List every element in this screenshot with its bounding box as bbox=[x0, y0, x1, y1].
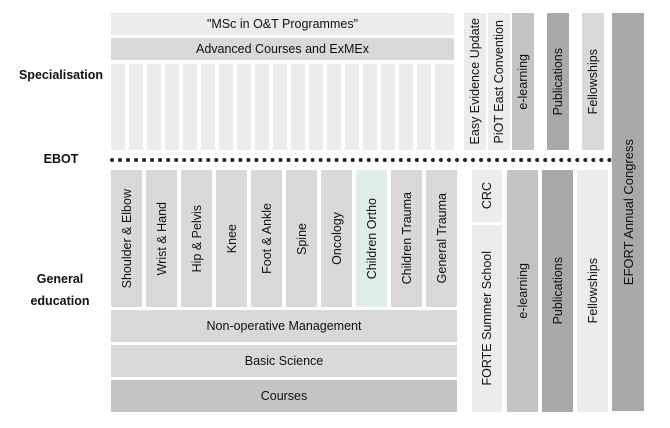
easy-evidence-box: Easy Evidence Update bbox=[464, 13, 486, 150]
specialisation-slot bbox=[183, 64, 197, 150]
top-elearning-box: e-learning bbox=[512, 13, 534, 150]
specialty-general-trauma: General Trauma bbox=[426, 170, 457, 307]
specialty-label: General Trauma bbox=[434, 193, 449, 284]
specialisation-slot bbox=[435, 64, 454, 150]
specialty-foot-ankle: Foot & Ankle bbox=[251, 170, 282, 307]
specialisation-slot bbox=[399, 64, 413, 150]
basic-science-box: Basic Science bbox=[111, 345, 457, 377]
specialty-label: Children Trauma bbox=[399, 192, 414, 285]
annual-congress-box: EFORT Annual Congress bbox=[612, 13, 644, 411]
top-elearning-label: e-learning bbox=[516, 53, 530, 110]
bottom-publications-label: Publications bbox=[550, 257, 565, 325]
bottom-publications-box: Publications bbox=[542, 170, 573, 412]
specialisation-slot bbox=[165, 64, 179, 150]
annual-congress-label: EFORT Annual Congress bbox=[620, 138, 636, 286]
specialty-hip-pelvis: Hip & Pelvis bbox=[181, 170, 212, 307]
specialisation-slot bbox=[219, 64, 233, 150]
specialty-wrist-hand: Wrist & Hand bbox=[146, 170, 177, 307]
specialty-children-trauma: Children Trauma bbox=[391, 170, 422, 307]
specialty-label: Hip & Pelvis bbox=[189, 204, 204, 273]
msc-programmes-box: "MSc in O&T Programmes" bbox=[111, 13, 454, 35]
top-publications-label: Publications bbox=[551, 47, 565, 116]
specialty-children-ortho: Children Ortho bbox=[356, 170, 387, 307]
specialisation-label: Specialisation bbox=[18, 68, 104, 82]
specialty-label: Knee bbox=[224, 223, 239, 254]
specialty-spine: Spine bbox=[286, 170, 317, 307]
piot-box: PiOT East Convention bbox=[488, 13, 510, 150]
specialisation-slot bbox=[237, 64, 251, 150]
specialisation-slot bbox=[255, 64, 269, 150]
bottom-elearning-box: e-learning bbox=[507, 170, 538, 412]
advanced-courses-box: Advanced Courses and ExMEx bbox=[111, 38, 454, 60]
specialty-knee: Knee bbox=[216, 170, 247, 307]
ebot-label: EBOT bbox=[43, 152, 79, 166]
specialisation-slot bbox=[381, 64, 395, 150]
specialisation-slot bbox=[147, 64, 161, 150]
specialisation-slot bbox=[201, 64, 215, 150]
top-fellowships-box: Fellowships bbox=[582, 13, 604, 150]
specialty-label: Wrist & Hand bbox=[154, 201, 169, 276]
specialty-label: Spine bbox=[294, 222, 309, 255]
bottom-fellowships-label: Fellowships bbox=[585, 258, 600, 324]
forte-box: FORTE Summer School bbox=[472, 225, 502, 412]
top-fellowships-label: Fellowships bbox=[586, 48, 600, 115]
bottom-fellowships-box: Fellowships bbox=[577, 170, 608, 412]
specialty-label: Children Ortho bbox=[364, 197, 379, 280]
easy-evidence-label: Easy Evidence Update bbox=[468, 18, 482, 145]
crc-label: CRC bbox=[480, 182, 494, 210]
forte-label: FORTE Summer School bbox=[480, 251, 494, 386]
specialisation-slot bbox=[129, 64, 143, 150]
non-operative-box: Non-operative Management bbox=[111, 310, 457, 342]
ebot-divider bbox=[110, 158, 612, 162]
courses-box: Courses bbox=[111, 380, 457, 412]
specialisation-slot bbox=[327, 64, 341, 150]
specialty-oncology: Oncology bbox=[321, 170, 352, 307]
specialty-label: Shoulder & Elbow bbox=[119, 188, 134, 289]
general-education-label: General education bbox=[30, 272, 90, 308]
specialisation-slot bbox=[273, 64, 287, 150]
specialisation-slot bbox=[417, 64, 431, 150]
specialisation-slot bbox=[363, 64, 377, 150]
piot-label: PiOT East Convention bbox=[492, 19, 506, 144]
specialty-label: Oncology bbox=[329, 212, 344, 265]
specialisation-slot bbox=[291, 64, 305, 150]
top-publications-box: Publications bbox=[547, 13, 569, 150]
specialty-label: Foot & Ankle bbox=[259, 203, 274, 274]
specialisation-slot bbox=[345, 64, 359, 150]
specialisation-slot bbox=[309, 64, 323, 150]
bottom-elearning-label: e-learning bbox=[515, 263, 530, 319]
specialty-shoulder-elbow: Shoulder & Elbow bbox=[111, 170, 142, 307]
crc-box: CRC bbox=[472, 170, 502, 222]
specialisation-slot bbox=[111, 64, 125, 150]
